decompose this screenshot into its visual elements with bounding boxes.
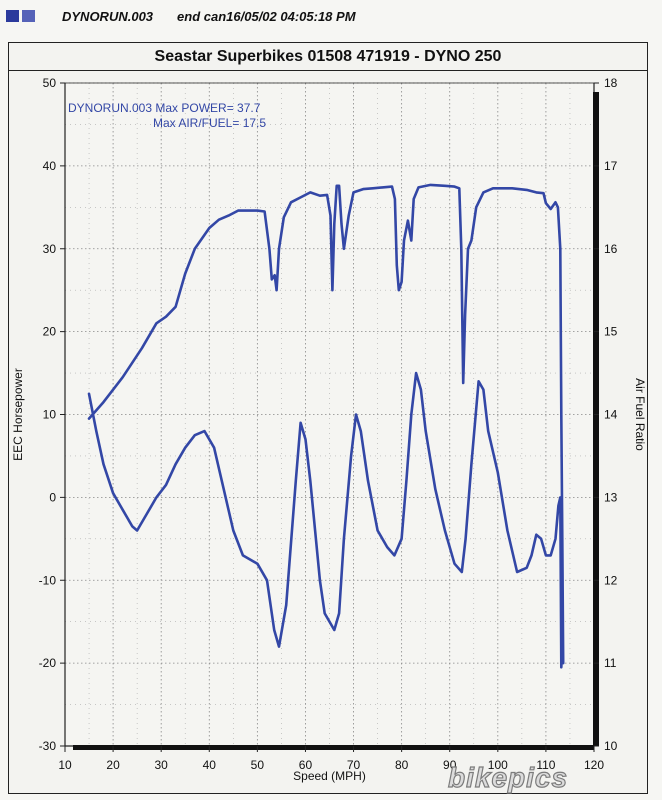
max-power-annotation: DYNORUN.003 Max POWER= 37.7 bbox=[68, 101, 261, 115]
report-header: DYNORUN.003 end can16/05/02 04:05:18 PM bbox=[6, 6, 356, 26]
title-divider bbox=[8, 70, 648, 71]
x-tick-label: 70 bbox=[347, 758, 361, 772]
y-tick-label: -30 bbox=[39, 739, 57, 753]
horsepower-series-line bbox=[87, 183, 565, 665]
x-tick-label: 10 bbox=[58, 758, 72, 772]
bottom-axis-shadow bbox=[73, 745, 594, 750]
y-tick-label: 0 bbox=[49, 490, 56, 504]
y-tick-label: -10 bbox=[39, 573, 57, 587]
watermark-logo: bikepics bbox=[447, 761, 569, 793]
y-tick-label: 10 bbox=[43, 408, 57, 422]
y-tick-label: -20 bbox=[39, 656, 57, 670]
y2-tick-label: 12 bbox=[604, 573, 618, 587]
y2-axis-label: Air Fuel Ratio bbox=[633, 378, 647, 451]
max-airfuel-annotation: Max AIR/FUEL= 17.5 bbox=[153, 116, 266, 130]
x-tick-label: 80 bbox=[395, 758, 409, 772]
blue-square-icon bbox=[22, 10, 35, 22]
y-axis-label: EEC Horsepower bbox=[11, 368, 25, 461]
x-tick-label: 30 bbox=[155, 758, 169, 772]
x-tick-label: 100 bbox=[488, 758, 508, 772]
y2-tick-label: 15 bbox=[604, 325, 618, 339]
x-axis-label: Speed (MPH) bbox=[293, 769, 366, 783]
x-tick-label: 20 bbox=[106, 758, 120, 772]
y2-tick-label: 10 bbox=[604, 739, 618, 753]
air-fuel-series-line bbox=[87, 371, 564, 669]
run-filename: DYNORUN.003 bbox=[62, 8, 154, 24]
x-tick-label: 60 bbox=[299, 758, 313, 772]
x-tick-label: 40 bbox=[203, 758, 217, 772]
end-timestamp: end can16/05/02 04:05:18 PM bbox=[177, 8, 356, 24]
y-tick-label: 50 bbox=[43, 76, 57, 90]
y-tick-label: 30 bbox=[43, 242, 57, 256]
x-tick-label: 110 bbox=[536, 758, 555, 772]
y2-tick-label: 18 bbox=[604, 76, 618, 90]
y2-tick-label: 16 bbox=[604, 242, 618, 256]
y2-tick-label: 14 bbox=[604, 408, 618, 422]
right-axis-shadow bbox=[593, 92, 599, 746]
x-tick-label: 90 bbox=[443, 758, 457, 772]
blue-square-icon bbox=[6, 10, 19, 22]
chart-title: Seastar Superbikes 01508 471919 - DYNO 2… bbox=[154, 48, 502, 65]
y2-tick-label: 13 bbox=[604, 490, 618, 504]
y-tick-label: 20 bbox=[43, 325, 57, 339]
x-tick-label: 50 bbox=[251, 758, 265, 772]
y-tick-label: 40 bbox=[43, 159, 57, 173]
y2-tick-label: 11 bbox=[604, 656, 617, 670]
y2-tick-label: 17 bbox=[604, 159, 618, 173]
x-tick-label: 120 bbox=[584, 758, 604, 772]
